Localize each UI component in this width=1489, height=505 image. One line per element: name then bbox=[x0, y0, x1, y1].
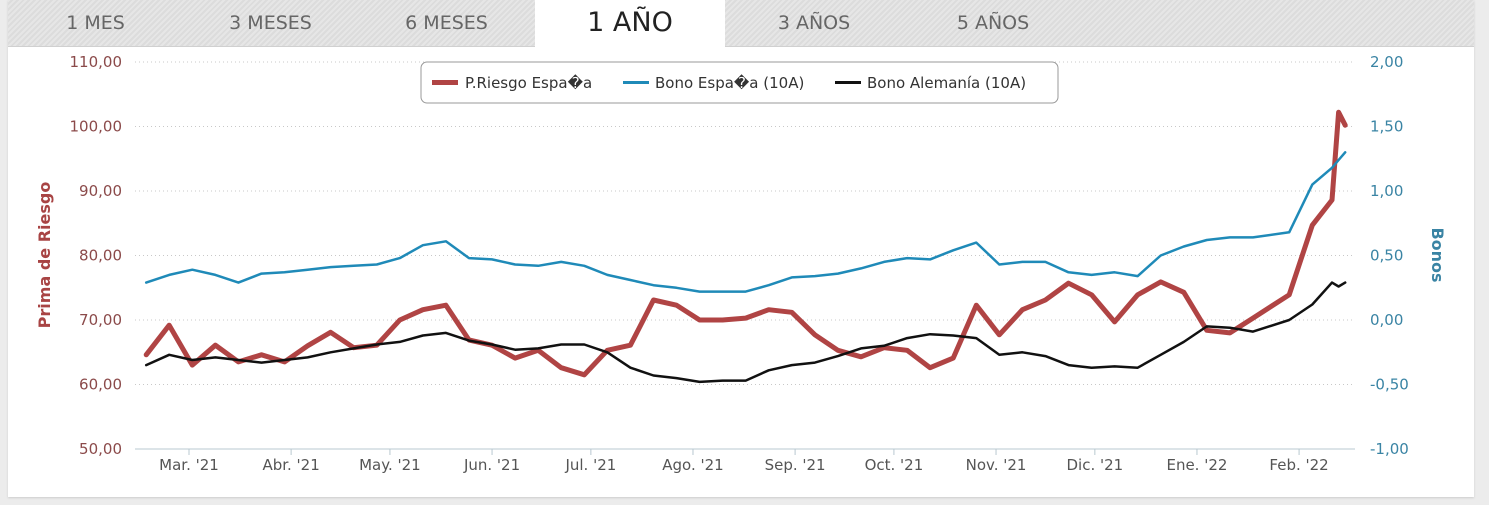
x-tick-label: May. '21 bbox=[359, 456, 421, 474]
tab-1-ano[interactable]: 1 AÑO bbox=[535, 0, 725, 47]
x-tick-label: Abr. '21 bbox=[262, 456, 319, 474]
tab-3-anos[interactable]: 3 AÑOS bbox=[777, 12, 851, 34]
x-tick-label: Nov. '21 bbox=[966, 456, 1027, 474]
right-axis-tick-label: 1,50 bbox=[1370, 118, 1403, 136]
tab-3-meses[interactable]: 3 MESES bbox=[229, 12, 312, 34]
right-axis-tick-label: -0,50 bbox=[1370, 376, 1409, 394]
left-axis-tick-label: 90,00 bbox=[79, 182, 122, 200]
tab-6-meses[interactable]: 6 MESES bbox=[405, 12, 488, 34]
legend-item-prima[interactable]: P.Riesgo Espa�a bbox=[465, 74, 592, 92]
x-tick-label: Jun. '21 bbox=[463, 456, 520, 474]
legend-item-bono-espana[interactable]: Bono Espa�a (10A) bbox=[655, 74, 804, 92]
left-axis-tick-label: 60,00 bbox=[79, 376, 122, 394]
x-tick-label: Ago. '21 bbox=[662, 456, 723, 474]
series-line-prima-riesgo bbox=[143, 109, 1348, 378]
left-axis-tick-label: 80,00 bbox=[79, 247, 122, 265]
tab-5-anos[interactable]: 5 AÑOS bbox=[956, 12, 1030, 34]
legend-item-bono-alemania[interactable]: Bono Alemanía (10A) bbox=[867, 74, 1026, 92]
tab-1-mes[interactable]: 1 MES bbox=[66, 12, 125, 34]
right-axis-tick-label: 2,00 bbox=[1370, 53, 1403, 71]
legend-box bbox=[420, 61, 1059, 104]
left-axis-tick-label: 100,00 bbox=[70, 118, 123, 136]
x-tick-label: Sep. '21 bbox=[765, 456, 826, 474]
legend-swatch-bono-espana bbox=[623, 81, 649, 84]
x-tick-label: Mar. '21 bbox=[159, 456, 219, 474]
legend-swatch-bono-alemania bbox=[835, 81, 861, 84]
series-line-bono-alemania bbox=[144, 281, 1347, 384]
x-tick-label: Ene. '22 bbox=[1166, 456, 1227, 474]
right-axis-tick-label: 0,50 bbox=[1370, 247, 1403, 265]
left-axis-tick-label: 70,00 bbox=[79, 311, 122, 329]
x-tick-label: Feb. '22 bbox=[1269, 456, 1328, 474]
left-axis-title: Prima de Riesgo bbox=[35, 182, 54, 329]
left-axis-tick-label: 50,00 bbox=[79, 440, 122, 458]
right-axis-tick-label: 0,00 bbox=[1370, 311, 1403, 329]
legend-swatch-prima bbox=[432, 80, 458, 85]
period-tabs: 1 MES 3 MESES 6 MESES 1 AÑO 3 AÑOS 5 AÑO… bbox=[8, 0, 1474, 47]
left-axis-tick-label: 110,00 bbox=[70, 53, 123, 71]
x-tick-label: Oct. '21 bbox=[865, 456, 924, 474]
right-axis-tick-label: -1,00 bbox=[1370, 440, 1409, 458]
series-line-bono-espana bbox=[144, 151, 1347, 293]
legend: P.Riesgo Espa�a Bono Espa�a (10A) Bono A… bbox=[420, 61, 1059, 104]
x-tick-label: Dic. '21 bbox=[1066, 456, 1123, 474]
x-tick-label: Jul. '21 bbox=[564, 456, 616, 474]
right-axis-title: Bonos bbox=[1428, 227, 1447, 282]
right-axis-tick-label: 1,00 bbox=[1370, 182, 1403, 200]
